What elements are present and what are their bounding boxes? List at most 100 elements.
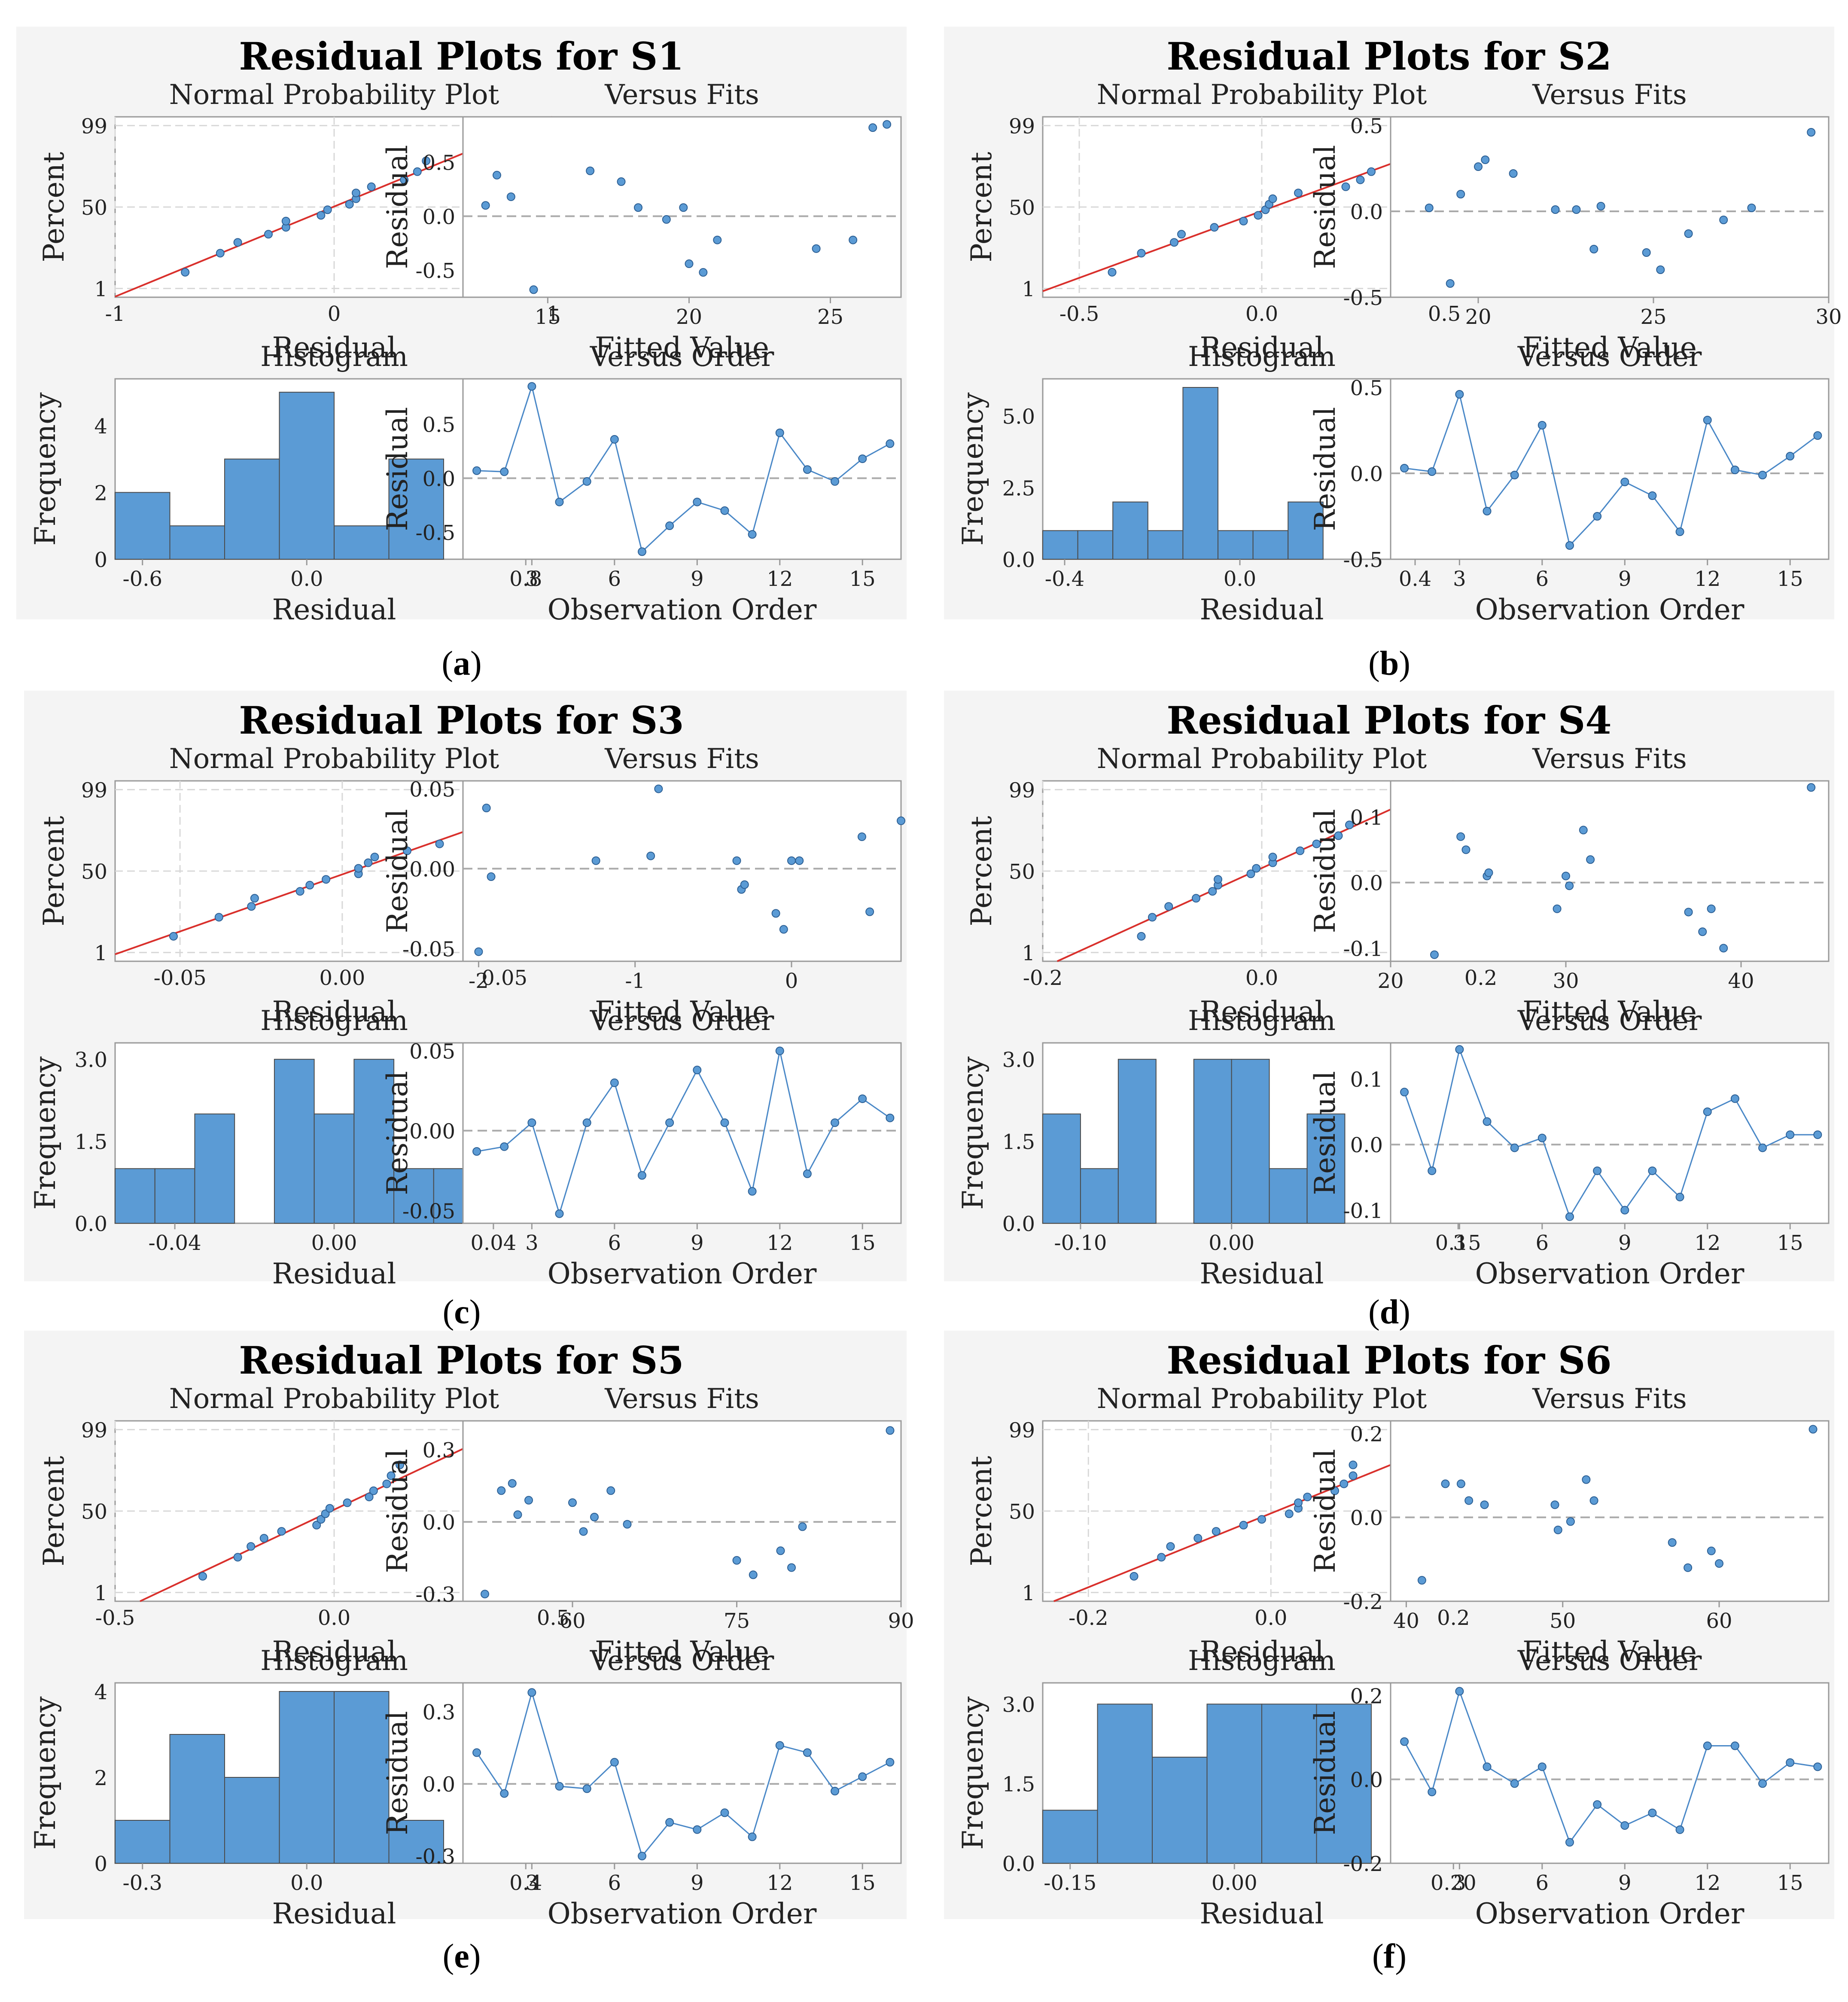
order-point <box>748 530 757 539</box>
npp-point <box>1148 913 1157 922</box>
npp-point <box>317 211 326 220</box>
fits-point <box>497 1486 506 1495</box>
hist-bar <box>1080 1168 1119 1224</box>
order-point <box>858 1094 867 1103</box>
hist-y-tick-label: 0.0 <box>75 1212 107 1236</box>
fits-point <box>474 947 483 956</box>
order-point <box>1730 1741 1739 1750</box>
order-point <box>693 1825 702 1834</box>
hist-y-axis-label: Frequency <box>29 1696 62 1850</box>
fits-point <box>1480 1500 1489 1509</box>
hist-y-tick-label: 2 <box>94 1766 107 1790</box>
hist-y-tick-label: 0.0 <box>1002 1852 1035 1876</box>
fits-y-axis-label: Residual <box>381 809 414 933</box>
fits-y-tick-label: -0.2 <box>1343 1590 1383 1614</box>
order-point <box>803 1748 812 1757</box>
order-point <box>1758 1143 1767 1152</box>
fits-point <box>749 1570 758 1579</box>
order-point <box>1648 1808 1657 1817</box>
fits-point <box>865 907 874 916</box>
order-point <box>1703 1107 1712 1116</box>
order-point <box>886 1113 895 1122</box>
fits-x-tick-label: 30 <box>1553 969 1579 993</box>
npp-x-tick-label: -0.05 <box>154 966 207 990</box>
npp-point <box>1210 223 1219 232</box>
order-point <box>1620 478 1629 486</box>
hist-x-tick-label: 0.00 <box>311 1231 357 1255</box>
hist-bar <box>1077 530 1114 560</box>
fits-point <box>646 851 655 860</box>
hist-y-tick-label: 4 <box>94 1680 107 1704</box>
hist-x-tick-label: 0.4 <box>509 1871 542 1895</box>
fits-point <box>1566 1517 1575 1526</box>
panel-label-c: (c) <box>442 1293 481 1331</box>
fits-y-tick-label: 0.00 <box>409 857 455 881</box>
order-point <box>886 1758 895 1767</box>
fits-x-tick-label: 90 <box>888 1609 914 1633</box>
order-x-tick-label: 9 <box>1618 1231 1632 1255</box>
hist-x-axis-label: Residual <box>272 1897 396 1930</box>
npp-x-tick-label: -0.2 <box>1069 1606 1108 1630</box>
npp-x-tick-label: 0 <box>328 302 341 326</box>
order-point <box>1648 1166 1657 1175</box>
order-point <box>1813 1762 1822 1771</box>
npp-y-tick-label: 1 <box>1022 277 1035 302</box>
hist-y-tick-label: 1.5 <box>75 1130 107 1154</box>
hist-bar <box>115 1820 170 1864</box>
npp-point <box>281 216 290 225</box>
order-point <box>637 1852 646 1861</box>
order-point <box>1703 1741 1712 1750</box>
hist-y-tick-label: 3.0 <box>75 1048 107 1072</box>
hist-x-tick-label: -0.04 <box>149 1231 201 1255</box>
order-point <box>1428 467 1437 476</box>
order-point <box>886 439 895 448</box>
hist-subplot-title: Histogram <box>260 1645 408 1677</box>
fits-x-tick-label: 50 <box>1550 1609 1576 1633</box>
fits-point <box>481 1590 489 1599</box>
fits-point <box>568 1498 577 1507</box>
panel-title-s4: Residual Plots for S4 <box>1166 698 1611 743</box>
npp-point <box>1137 249 1146 258</box>
npp-point <box>1294 189 1303 198</box>
fits-point <box>529 285 538 294</box>
fits-y-axis-label: Residual <box>1309 809 1342 933</box>
hist-bar <box>224 1777 280 1864</box>
fits-point <box>1430 950 1439 959</box>
fits-point <box>1509 169 1518 178</box>
order-y-tick-label: -0.1 <box>1343 1199 1383 1223</box>
order-x-axis-label: Observation Order <box>548 593 817 626</box>
order-x-tick-label: 15 <box>849 1871 876 1895</box>
fits-point <box>1684 908 1693 917</box>
order-point <box>1483 1117 1492 1126</box>
fits-y-axis-label: Residual <box>381 1449 414 1573</box>
order-point <box>1428 1166 1437 1175</box>
order-y-axis-label: Residual <box>1309 1071 1342 1195</box>
npp-point <box>321 1509 330 1518</box>
fits-y-axis-label: Residual <box>1309 1449 1342 1573</box>
order-point <box>1565 541 1574 550</box>
order-subplot-title: Versus Order <box>590 1005 774 1037</box>
fits-point <box>1425 204 1434 212</box>
order-point <box>720 506 729 515</box>
npp-y-tick-label: 50 <box>81 196 107 220</box>
order-point <box>1510 1143 1519 1152</box>
npp-x-tick-label: 0.0 <box>1245 966 1278 990</box>
npp-point <box>1330 1486 1339 1495</box>
hist-x-tick-label: 0.0 <box>290 1871 323 1895</box>
npp-point <box>1349 1471 1358 1480</box>
fits-point <box>812 244 821 253</box>
npp-point <box>1108 268 1117 277</box>
npp-point <box>1340 1479 1349 1488</box>
order-point <box>1786 1130 1795 1139</box>
hist-x-tick-label: 0.15 <box>1435 1231 1481 1255</box>
order-point <box>555 1782 564 1791</box>
npp-point <box>259 1534 268 1543</box>
hist-bar <box>1042 1810 1098 1864</box>
npp-point <box>369 1486 378 1495</box>
hist-bar <box>115 492 170 560</box>
fits-point <box>1698 927 1707 936</box>
hist-bar <box>1306 1113 1346 1224</box>
hist-x-axis-label: Residual <box>1200 593 1324 626</box>
